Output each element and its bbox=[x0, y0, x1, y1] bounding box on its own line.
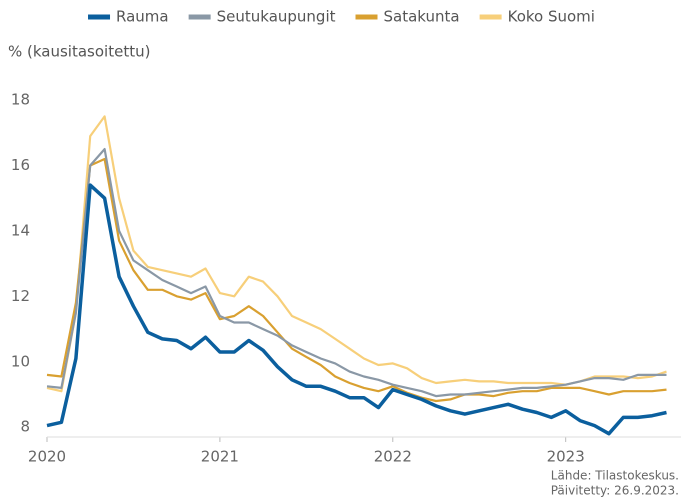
y-tick-label: 8 bbox=[20, 418, 30, 436]
y-tick-label: 16 bbox=[11, 156, 30, 174]
x-tick-label: 2023 bbox=[547, 448, 585, 466]
y-tick-label: 10 bbox=[11, 352, 30, 370]
legend-label: Rauma bbox=[116, 8, 169, 26]
y-tick-label: 18 bbox=[11, 91, 30, 109]
series-line bbox=[46, 157, 667, 403]
updated: Päivitetty: 26.9.2023. bbox=[551, 484, 679, 498]
y-tick-label: 12 bbox=[11, 287, 30, 305]
series-line bbox=[46, 115, 667, 393]
x-tick-label: 2020 bbox=[28, 448, 66, 466]
series-line bbox=[46, 183, 667, 436]
x-tick-label: 2022 bbox=[374, 448, 412, 466]
source: Lähde: Tilastokeskus. bbox=[551, 469, 679, 483]
x-tick-label: 2021 bbox=[201, 448, 239, 466]
legend-label: Satakunta bbox=[384, 8, 460, 26]
y-axis-label: % (kausitasoitettu) bbox=[8, 43, 150, 61]
series-line bbox=[46, 148, 667, 398]
legend-label: Koko Suomi bbox=[508, 8, 595, 26]
y-tick-label: 14 bbox=[11, 221, 30, 239]
legend-label: Seutukaupungit bbox=[217, 8, 336, 26]
